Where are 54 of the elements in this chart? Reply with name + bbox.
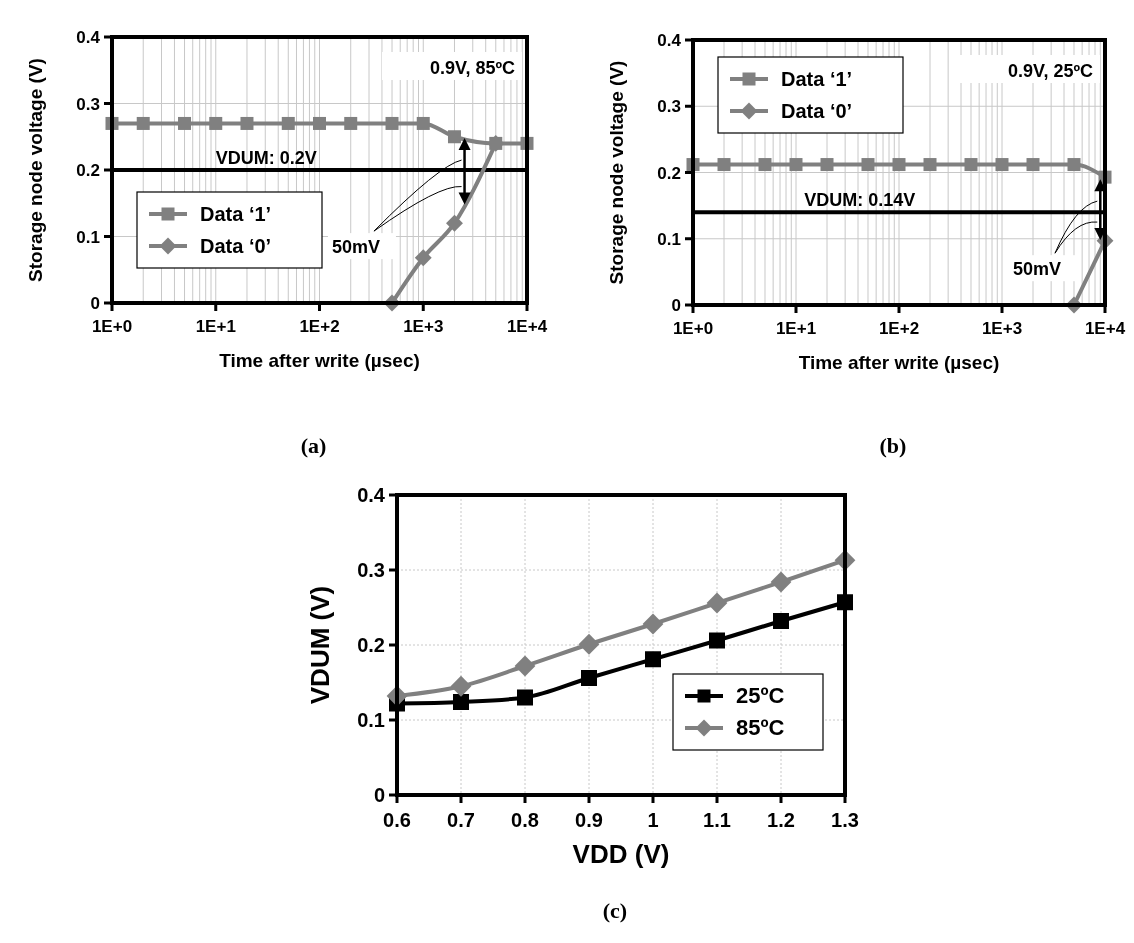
y-tick-label: 0.2	[657, 163, 681, 183]
y-axis-title: VDUM (V)	[305, 585, 335, 705]
x-tick-label: 0.6	[383, 809, 411, 831]
y-axis-title: Storage node voltage (V)	[25, 58, 46, 282]
x-tick-label: 1.2	[767, 809, 795, 831]
y-tick-label: 0.3	[76, 94, 100, 114]
x-tick-label: 1E+4	[506, 317, 548, 336]
legend-label: Data ‘1’	[200, 203, 272, 225]
ref-line-label: VDUM: 0.14V	[804, 190, 916, 211]
y-tick-label: 0	[373, 784, 385, 807]
annotation: 0.9V, 25ºC	[1008, 61, 1093, 81]
x-tick-label: 1E+1	[775, 319, 817, 338]
y-tick-label: 0.4	[657, 31, 682, 51]
x-tick-label: 1.3	[831, 809, 859, 831]
x-tick-label: 0.8	[511, 809, 539, 831]
annotation: 50mV	[1013, 259, 1062, 280]
x-axis-title: Time after write (µsec)	[798, 352, 1000, 373]
y-tick-label: 0.2	[357, 634, 385, 657]
text: (a)	[300, 433, 327, 458]
x-tick-label: 1E+0	[91, 317, 133, 336]
x-tick-label: 1	[647, 809, 659, 831]
y-tick-label: 0.3	[357, 559, 385, 582]
ref-line-label: VDUM: 0.2V	[215, 148, 317, 168]
legend-label: 85ºC	[736, 715, 785, 740]
y-tick-label: 0	[90, 294, 100, 314]
y-tick-label: 0.4	[76, 28, 101, 48]
x-tick-label: 0.9	[575, 809, 603, 831]
annotation: 0.9V, 85ºC	[430, 58, 515, 78]
text: (b)	[879, 433, 907, 458]
annotation: 50mV	[331, 237, 380, 258]
x-tick-label: 1E+3	[403, 317, 444, 336]
x-tick-label: 1E+4	[1084, 319, 1126, 338]
x-axis-title: Time after write (µsec)	[219, 350, 420, 371]
y-axis-title: Storage node voltage (V)	[606, 60, 627, 285]
y-tick-label: 0.1	[357, 709, 385, 732]
y-tick-label: 0	[671, 296, 681, 316]
x-tick-label: 1E+0	[672, 319, 714, 338]
y-tick-label: 0.3	[657, 97, 681, 117]
y-tick-label: 0.4	[357, 484, 386, 507]
legend-label: 25ºC	[736, 683, 785, 708]
y-tick-label: 0.1	[76, 227, 100, 247]
x-tick-label: 1E+2	[878, 319, 920, 338]
legend-label: Data ‘1’	[781, 68, 853, 90]
x-tick-label: 1E+2	[299, 317, 340, 336]
x-tick-label: 1E+1	[195, 317, 236, 336]
x-tick-label: 0.7	[447, 809, 475, 831]
legend-label: Data ‘0’	[781, 100, 853, 122]
text: (c)	[602, 898, 628, 923]
legend-label: Data ‘0’	[200, 235, 272, 257]
x-tick-label: 1.1	[703, 809, 731, 831]
x-axis-title: VDD (V)	[572, 839, 670, 869]
y-tick-label: 0.2	[76, 161, 100, 181]
x-tick-label: 1E+3	[981, 319, 1023, 338]
y-tick-label: 0.1	[657, 229, 681, 249]
